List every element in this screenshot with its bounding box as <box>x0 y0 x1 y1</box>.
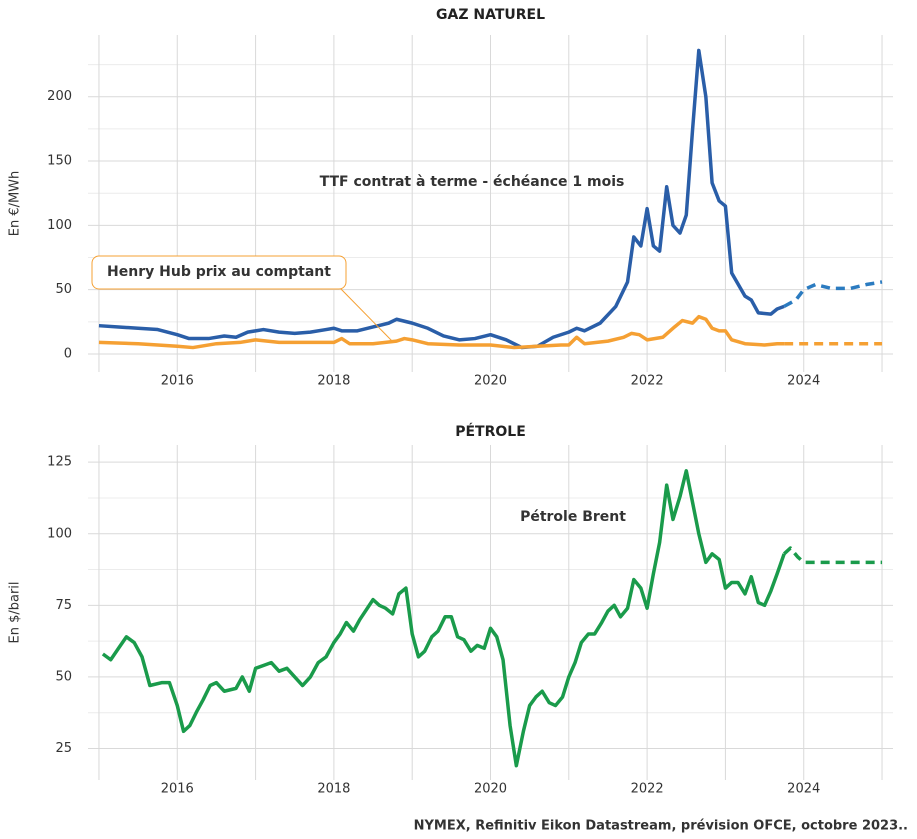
y-tick-label: 25 <box>55 741 72 756</box>
annotation-connector <box>339 287 394 343</box>
x-tick-label: 2018 <box>317 374 350 389</box>
oil-panel: PÉTROLE En $/baril 25 50 75 100 125 2016 2018 202… <box>8 423 893 797</box>
panel-title: GAZ NATUREL <box>436 7 545 23</box>
y-tick-label: 200 <box>47 89 72 104</box>
y-tick-label: 100 <box>47 218 72 233</box>
henry-hub-label: Henry Hub prix au comptant <box>107 264 331 280</box>
x-tick-label: 2024 <box>787 374 820 389</box>
forecast-line <box>782 546 883 565</box>
x-tick-label: 2020 <box>474 782 507 797</box>
y-tick-label: 125 <box>47 455 72 470</box>
panel-title: PÉTROLE <box>455 423 526 440</box>
x-tick-label: 2016 <box>161 374 194 389</box>
gas-panel: GAZ NATUREL En €/MWh 0 50 100 150 200 2016 2018 2… <box>8 7 893 389</box>
y-tick-label: 50 <box>55 282 72 297</box>
series-line <box>101 469 786 768</box>
x-tick-label: 2020 <box>474 374 507 389</box>
y-tick-label: 0 <box>64 346 72 361</box>
y-axis-label: En $/baril <box>8 581 23 643</box>
forecast-line <box>783 280 883 308</box>
annotation-box <box>91 255 347 290</box>
y-tick-label: 150 <box>47 154 72 169</box>
series-line <box>98 314 785 350</box>
x-tick-label: 2022 <box>631 374 664 389</box>
x-tick-label: 2016 <box>161 782 194 797</box>
y-tick-label: 75 <box>55 598 72 613</box>
y-tick-label: 50 <box>55 669 72 684</box>
y-axis-label: En €/MWh <box>8 171 23 237</box>
x-tick-label: 2018 <box>317 782 350 797</box>
x-tick-label: 2022 <box>631 782 664 797</box>
brent-label: Pétrole Brent <box>520 509 626 525</box>
y-tick-label: 100 <box>47 526 72 541</box>
x-tick-label: 2024 <box>787 782 820 797</box>
ttf-label: TTF contrat à terme - échéance 1 mois <box>320 174 625 190</box>
annotations: Henry Hub prix au comptant TTF contrat à… <box>91 174 626 525</box>
source-note: NYMEX, Refinitiv Eikon Datastream, prévi… <box>414 819 908 834</box>
